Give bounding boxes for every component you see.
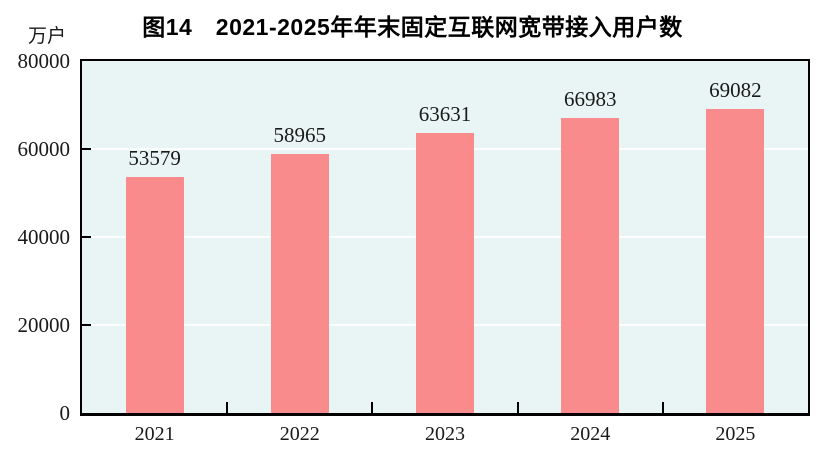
- y-axis-tick-label-20000: 20000: [17, 313, 71, 337]
- x-axis-label-2024: 2024: [570, 423, 611, 445]
- x-axis-label-2022: 2022: [279, 423, 320, 445]
- bar-2022: [270, 153, 329, 413]
- y-axis-tick-label-60000: 60000: [17, 137, 71, 161]
- y-axis-tick-label-40000: 40000: [17, 225, 71, 249]
- bar-value-2024: 66983: [563, 87, 617, 112]
- x-axis-label-2023: 2023: [425, 423, 465, 445]
- y-tick-mark-60000: [82, 148, 91, 150]
- x-tick-mark-2: [371, 402, 374, 413]
- y-axis-tick-label-80000: 80000: [17, 49, 71, 73]
- y-axis-unit-label: 万户: [28, 26, 67, 47]
- bar-2024: [561, 118, 620, 413]
- bar-value-2023: 63631: [418, 102, 472, 127]
- x-axis-label-2025: 2025: [715, 423, 756, 445]
- bar-value-2022: 58965: [273, 122, 327, 147]
- x-tick-mark-3: [516, 402, 519, 413]
- bar-2021: [125, 177, 184, 413]
- x-tick-mark-4: [661, 402, 664, 413]
- y-tick-mark-40000: [82, 236, 91, 238]
- x-axis-label-2021: 2021: [134, 423, 175, 445]
- bar-value-2025: 69082: [709, 78, 762, 103]
- chart-title: 图14 2021-2025年年末固定互联网宽带接入用户数: [142, 14, 683, 40]
- bar-2023: [416, 133, 474, 413]
- plot-area: 53579 2021 58965 2022 63631 2023 66983 2024 6908…: [80, 59, 810, 445]
- bar-value-2021: 53579: [128, 146, 181, 171]
- bar-2025: [706, 109, 765, 413]
- y-tick-mark-20000: [82, 324, 91, 326]
- x-tick-mark-1: [226, 402, 229, 413]
- y-axis-tick-label-0: 0: [59, 401, 71, 425]
